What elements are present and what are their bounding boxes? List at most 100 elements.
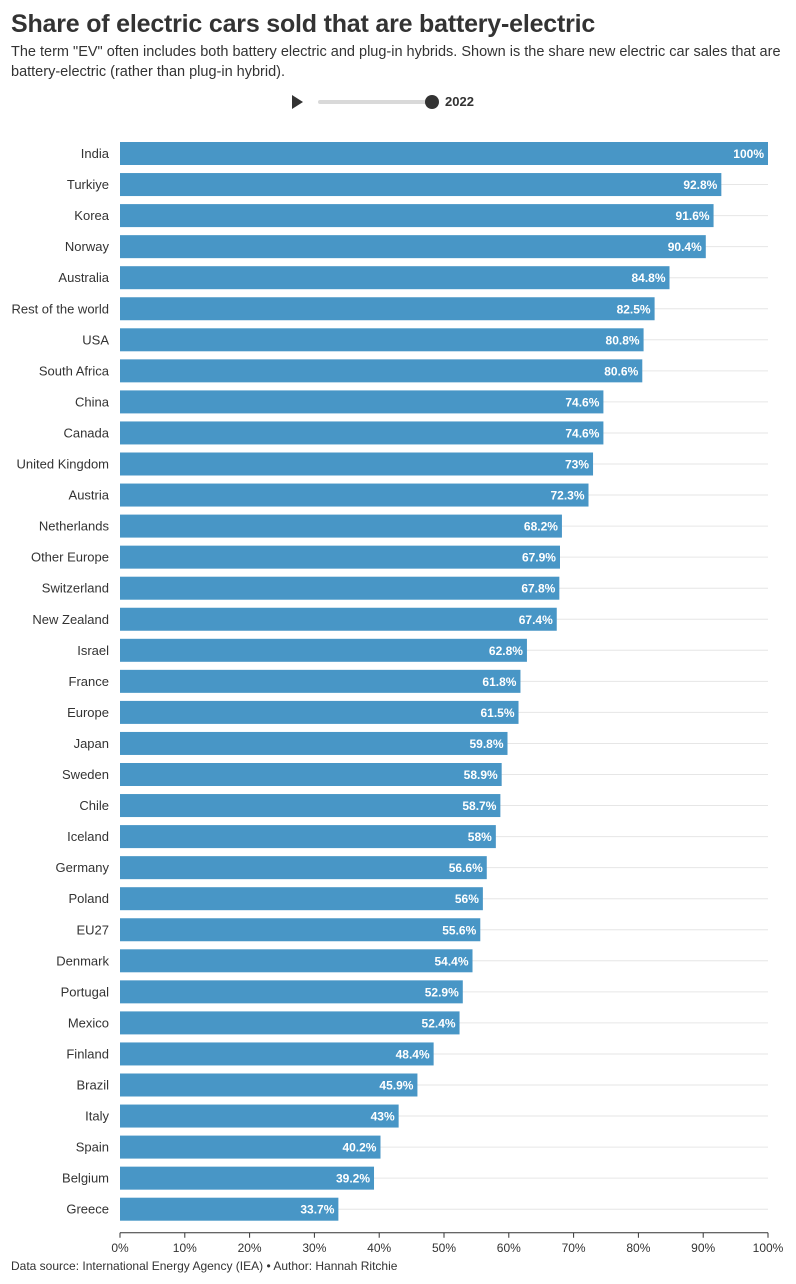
bar-japan bbox=[120, 731, 508, 755]
source-footer: Data source: International Energy Agency… bbox=[11, 1259, 398, 1273]
bar-greece bbox=[120, 1197, 339, 1221]
bar-other-europe bbox=[120, 545, 560, 569]
bar-france bbox=[120, 669, 521, 693]
value-label: 58.9% bbox=[464, 768, 498, 782]
value-label: 56.6% bbox=[449, 861, 483, 875]
bar-finland bbox=[120, 1042, 434, 1066]
bar-korea bbox=[120, 204, 714, 228]
chart-subtitle: The term "EV" often includes both batter… bbox=[11, 44, 781, 80]
category-label: Israel bbox=[77, 643, 109, 658]
timeline-track[interactable] bbox=[318, 100, 432, 104]
value-label: 91.6% bbox=[676, 209, 710, 223]
category-label: Sweden bbox=[62, 767, 109, 782]
bar-south-africa bbox=[120, 359, 643, 383]
timeline-handle[interactable] bbox=[425, 95, 439, 109]
bar-israel bbox=[120, 638, 527, 662]
category-label: Other Europe bbox=[31, 550, 109, 565]
category-label: Italy bbox=[85, 1109, 109, 1124]
value-label: 61.5% bbox=[480, 706, 514, 720]
value-label: 82.5% bbox=[617, 302, 651, 316]
bar-europe bbox=[120, 700, 519, 724]
value-label: 74.6% bbox=[565, 426, 599, 440]
bar-rest-of-the-world bbox=[120, 297, 655, 321]
bar-sweden bbox=[120, 763, 502, 786]
bar-united-kingdom bbox=[120, 452, 594, 476]
value-label: 92.8% bbox=[683, 178, 717, 192]
category-label: Denmark bbox=[56, 953, 109, 968]
category-label: Spain bbox=[76, 1140, 109, 1155]
bar-poland bbox=[120, 887, 483, 911]
category-label: Germany bbox=[56, 860, 110, 875]
value-label: 52.9% bbox=[425, 985, 459, 999]
category-label: USA bbox=[82, 332, 109, 347]
chart-title: Share of electric cars sold that are bat… bbox=[11, 10, 596, 38]
bar-norway bbox=[120, 235, 706, 259]
timeline-control: 2022 bbox=[292, 92, 492, 112]
value-label: 62.8% bbox=[489, 644, 523, 658]
x-tick-label: 10% bbox=[173, 1241, 197, 1255]
value-label: 100% bbox=[733, 147, 764, 161]
category-label: Japan bbox=[74, 736, 109, 751]
bar-belgium bbox=[120, 1166, 375, 1190]
category-label: Mexico bbox=[68, 1015, 109, 1030]
category-label: India bbox=[81, 146, 110, 161]
category-label: Europe bbox=[67, 705, 109, 720]
timeline-year: 2022 bbox=[445, 94, 474, 109]
category-label: Canada bbox=[63, 425, 109, 440]
value-label: 80.8% bbox=[606, 333, 640, 347]
category-label: Korea bbox=[74, 208, 109, 223]
x-tick-label: 100% bbox=[753, 1241, 784, 1255]
value-label: 68.2% bbox=[524, 520, 558, 534]
category-label: Netherlands bbox=[39, 519, 110, 534]
value-label: 61.8% bbox=[482, 675, 516, 689]
category-label: Belgium bbox=[62, 1171, 109, 1186]
category-label: France bbox=[69, 674, 109, 689]
category-label: Portugal bbox=[61, 984, 110, 999]
bar-usa bbox=[120, 328, 644, 352]
value-label: 80.6% bbox=[604, 364, 638, 378]
x-tick-label: 60% bbox=[497, 1241, 521, 1255]
x-tick-label: 50% bbox=[432, 1241, 456, 1255]
value-label: 33.7% bbox=[300, 1203, 334, 1217]
category-label: Brazil bbox=[76, 1078, 109, 1093]
category-label: Poland bbox=[69, 891, 109, 906]
category-label: EU27 bbox=[76, 922, 109, 937]
category-label: Finland bbox=[66, 1046, 109, 1061]
bar-canada bbox=[120, 421, 604, 445]
category-label: Turkiye bbox=[67, 177, 109, 192]
category-label: Norway bbox=[65, 239, 110, 254]
bar-australia bbox=[120, 266, 670, 290]
play-icon[interactable] bbox=[292, 95, 303, 109]
x-tick-label: 40% bbox=[367, 1241, 391, 1255]
value-label: 58.7% bbox=[462, 799, 496, 813]
value-label: 74.6% bbox=[565, 395, 599, 409]
value-label: 43% bbox=[371, 1110, 395, 1124]
bar-turkiye bbox=[120, 173, 722, 197]
x-tick-label: 20% bbox=[238, 1241, 262, 1255]
bar-portugal bbox=[120, 980, 463, 1004]
bar-chart: 0% 10% 20% 30% 40% 50% 60% 70% 80% 90% 100% India 10… bbox=[11, 142, 784, 1255]
bar-austria bbox=[120, 483, 589, 507]
category-label: Chile bbox=[79, 798, 109, 813]
x-tick-label: 90% bbox=[691, 1241, 715, 1255]
value-label: 67.8% bbox=[521, 582, 555, 596]
value-label: 52.4% bbox=[422, 1016, 456, 1030]
bar-germany bbox=[120, 856, 487, 880]
bar-italy bbox=[120, 1104, 399, 1128]
value-label: 39.2% bbox=[336, 1172, 370, 1186]
value-label: 58% bbox=[468, 830, 492, 844]
bar-netherlands bbox=[120, 514, 562, 538]
value-label: 67.9% bbox=[522, 551, 556, 565]
value-label: 56% bbox=[455, 892, 479, 906]
value-label: 73% bbox=[565, 458, 589, 472]
category-label: Iceland bbox=[67, 829, 109, 844]
value-label: 59.8% bbox=[469, 737, 503, 751]
bar-brazil bbox=[120, 1073, 418, 1097]
value-label: 84.8% bbox=[631, 271, 665, 285]
value-label: 90.4% bbox=[668, 240, 702, 254]
bar-eu27 bbox=[120, 918, 481, 942]
x-tick-label: 0% bbox=[111, 1241, 129, 1255]
bar-china bbox=[120, 390, 604, 414]
category-label: Rest of the world bbox=[11, 301, 109, 316]
bar-new-zealand bbox=[120, 607, 557, 631]
